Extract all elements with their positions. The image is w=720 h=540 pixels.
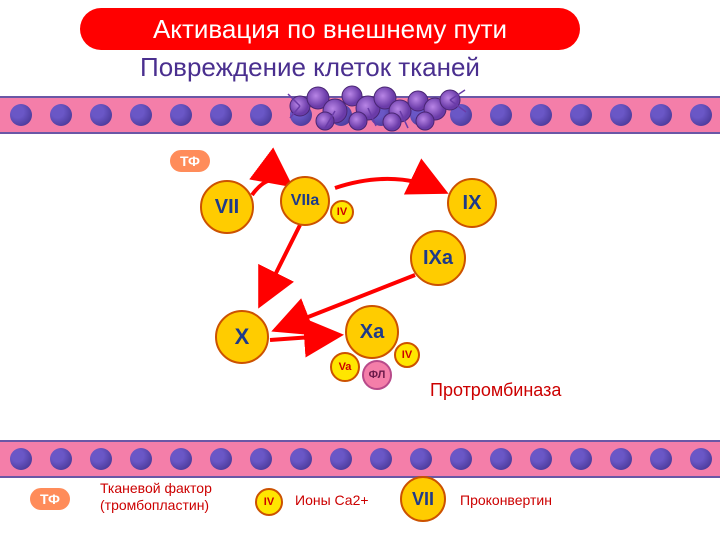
- legend-tf-text: Тканевой фактор (тромбопластин): [100, 480, 240, 514]
- factor-va: Va: [330, 352, 360, 382]
- factor-ixa: IXa: [410, 230, 466, 286]
- legend-vii-text: Проконвертин: [460, 492, 552, 509]
- tf-label: ТФ: [180, 153, 200, 169]
- legend-tf-pill: ТФ: [30, 488, 70, 510]
- prothrombinase-label: Протромбиназа: [430, 380, 561, 401]
- factor-xa: Xa: [345, 305, 399, 359]
- legend-vii-circle: VII: [400, 476, 446, 522]
- vessel-top: [0, 96, 720, 134]
- title-text: Активация по внешнему пути: [153, 14, 507, 45]
- factor-x: X: [215, 310, 269, 364]
- subtitle-text: Повреждение клеток тканей: [140, 52, 480, 83]
- phospholipid: ФЛ: [362, 360, 392, 390]
- legend-iv-circle: IV: [255, 488, 283, 516]
- legend-iv-text: Ионы Са2+: [295, 492, 369, 509]
- title-band: Активация по внешнему пути: [80, 8, 580, 50]
- vessel-bottom: [0, 440, 720, 478]
- endothelial-cells-bottom: [0, 448, 720, 470]
- factor-iv-1: IV: [330, 200, 354, 224]
- tissue-factor-pill: ТФ: [170, 150, 210, 172]
- endothelial-cells-top: [0, 104, 720, 126]
- factor-iv-2: IV: [394, 342, 420, 368]
- factor-ix: IX: [447, 178, 497, 228]
- factor-viia: VIIa: [280, 176, 330, 226]
- factor-vii: VII: [200, 180, 254, 234]
